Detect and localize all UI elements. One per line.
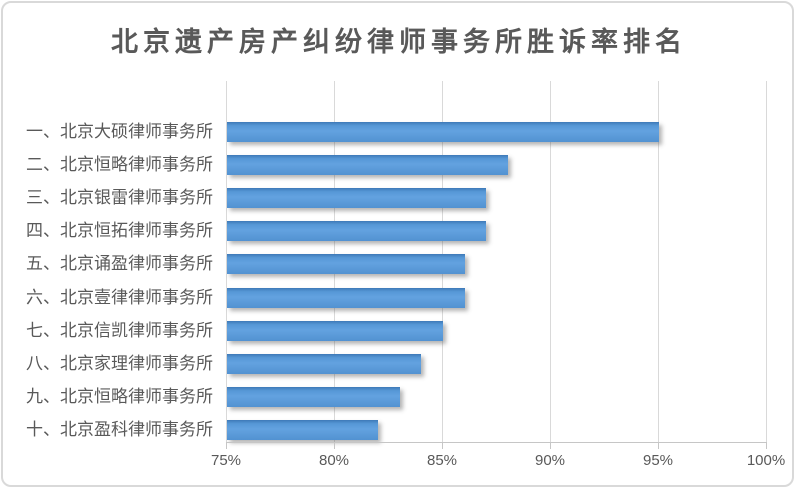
bar [227,320,443,341]
bar [227,122,659,142]
gridline [226,81,227,443]
category-label: 六、北京壹律律师事务所 [26,287,213,307]
x-axis-labels: 75% 80% 85% 90% 95% 100% [0,452,798,474]
category-label: 五、北京诵盈律师事务所 [26,254,213,274]
category-axis: 一、北京大硕律师事务所 二、北京恒略律师事务所 三、北京银雷律师事务所 四、北京恒拓律… [0,81,213,443]
axis-tick [442,443,443,449]
x-axis-line [226,442,767,443]
category-label: 九、北京恒略律师事务所 [26,386,213,406]
chart-title: 北京遗产房产纠纷律师事务所胜诉率排名 [111,27,687,57]
bar [227,188,487,209]
category-label: 八、北京家理律师事务所 [26,353,213,373]
axis-tick [226,443,227,449]
bar [227,353,422,374]
category-label: 二、北京恒略律师事务所 [26,155,213,175]
x-tick-label: 100% [746,452,786,469]
axis-tick [658,443,659,449]
x-tick-label: 85% [426,452,458,469]
category-label: 七、北京信凯律师事务所 [26,320,213,340]
bar [227,287,465,308]
x-tick-label: 95% [642,452,674,469]
category-label: 三、北京银雷律师事务所 [26,188,213,208]
bar [227,221,487,242]
category-label: 十、北京盈科律师事务所 [26,419,213,439]
bar [227,155,508,176]
x-tick-label: 80% [318,452,350,469]
plot-area [226,81,767,449]
bar [227,254,465,275]
axis-tick [550,443,551,449]
gridline [658,81,659,443]
category-label: 一、北京大硕律师事务所 [26,122,213,141]
x-tick-label: 75% [210,452,242,469]
bar [227,386,400,407]
x-tick-label: 90% [534,452,566,469]
category-label: 四、北京恒拓律师事务所 [26,221,213,241]
gridline [766,81,767,443]
gridline [550,81,551,443]
axis-tick [766,443,767,449]
axis-tick [334,443,335,449]
bar [227,419,379,440]
